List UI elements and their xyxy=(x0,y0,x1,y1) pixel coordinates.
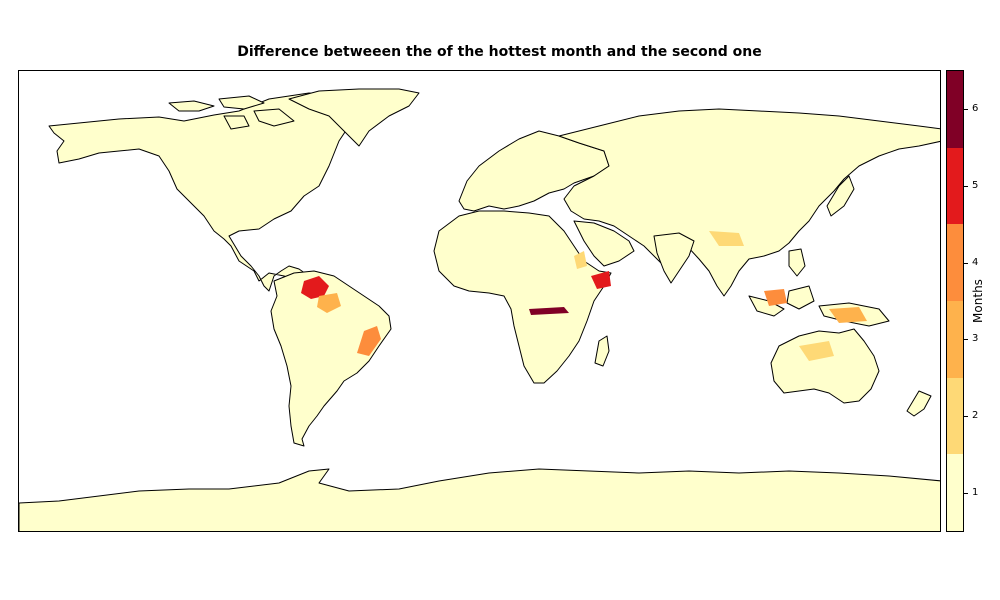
amazon-patch-red xyxy=(301,276,329,299)
chart-title: Difference betweeen the of the hottest m… xyxy=(237,44,762,60)
colorbar-tick-label: 5 xyxy=(972,180,979,191)
africa xyxy=(433,210,612,384)
colorbar-segment xyxy=(947,300,963,378)
colorbar-tick-label: 6 xyxy=(972,103,979,115)
australia-patch xyxy=(799,341,834,361)
indonesia xyxy=(748,248,890,327)
east-africa-patch xyxy=(574,251,587,269)
india-patch xyxy=(709,231,744,246)
borneo-patch xyxy=(764,289,787,306)
greenland xyxy=(288,88,420,147)
colorbar-label: Months xyxy=(971,279,985,323)
antarctica xyxy=(19,468,940,531)
australia xyxy=(770,328,880,404)
colorbar xyxy=(946,70,964,532)
colorbar-tick-label: 1 xyxy=(972,486,979,498)
amazon-patch-orange xyxy=(317,293,341,313)
sahel-patch xyxy=(529,307,569,315)
new-zealand xyxy=(906,390,932,417)
colorbar-ticks: 1 2 3 4 5 6 xyxy=(964,70,994,532)
colorbar-segment xyxy=(947,71,963,148)
arctic-islands xyxy=(168,95,295,130)
brazil-patch xyxy=(357,326,381,356)
colorbar-tick-label: 4 xyxy=(972,256,979,268)
colorbar-segment xyxy=(947,147,963,225)
map-svg xyxy=(19,88,940,531)
japan xyxy=(826,175,855,217)
arabian-peninsula xyxy=(573,220,635,267)
asia xyxy=(558,108,940,297)
india xyxy=(653,232,695,284)
colorbar-tick-label: 2 xyxy=(972,410,979,421)
madagascar xyxy=(594,335,610,367)
horn-africa-patch xyxy=(591,271,611,289)
world-map xyxy=(18,70,941,532)
south-america xyxy=(270,270,392,447)
colorbar-segment xyxy=(947,377,963,455)
colorbar-tick-label: 3 xyxy=(972,333,979,345)
colorbar-segment xyxy=(947,224,963,301)
newguinea-patch xyxy=(829,307,867,323)
colorbar-segment xyxy=(947,454,963,531)
north-america xyxy=(48,92,365,292)
